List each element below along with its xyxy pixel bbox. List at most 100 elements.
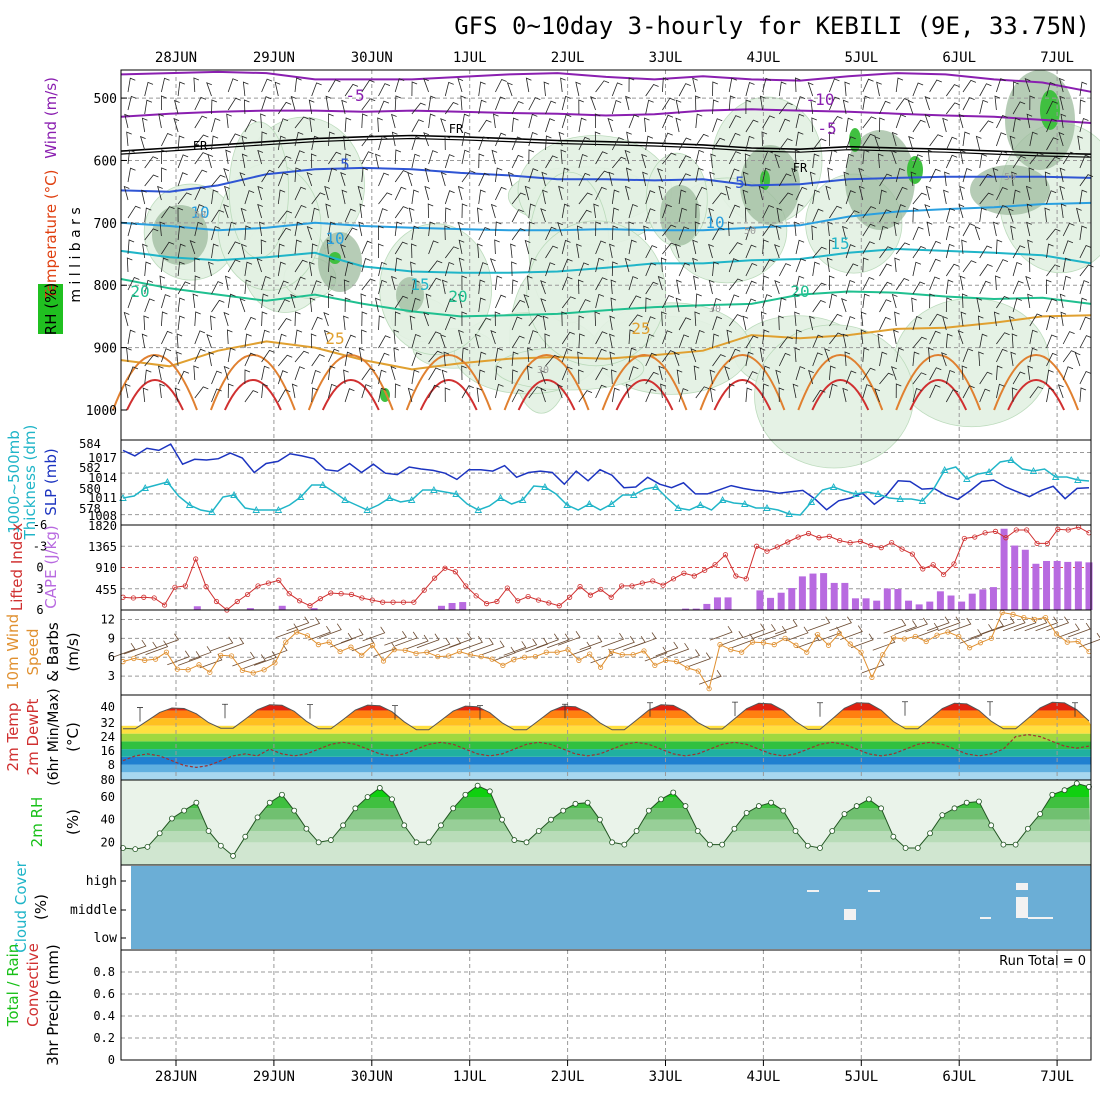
- wind-barb: [344, 153, 352, 169]
- wind-barb: [158, 113, 164, 129]
- wind-barb: [829, 313, 843, 327]
- wind-barb: [361, 79, 375, 93]
- wind-barb: [775, 225, 782, 241]
- contour-label: FR: [193, 139, 208, 153]
- wind-barb: [644, 117, 650, 133]
- li-point: [712, 562, 718, 568]
- wind-point: [597, 664, 604, 670]
- rh-point: [156, 830, 163, 837]
- wind-barb: [328, 348, 340, 363]
- wind-barb: [344, 334, 356, 349]
- wind-barb: [478, 172, 490, 187]
- wind-point: [1042, 614, 1049, 621]
- wind-barb: [428, 350, 443, 363]
- precip-frame: [120, 949, 1092, 1061]
- rh-blob: [379, 223, 493, 356]
- wind-barb: [144, 156, 159, 169]
- ylabel-millibars: m i l l i b a r s: [68, 207, 84, 302]
- wind-barb: [495, 221, 502, 237]
- wind-barb: [244, 333, 252, 349]
- wind-barb: [409, 315, 416, 331]
- wind-point: [673, 659, 680, 665]
- wind-barb: [493, 113, 499, 129]
- wind-barb: [545, 100, 557, 115]
- wind-barb: [1046, 156, 1061, 169]
- wind-barb: [428, 384, 440, 399]
- cape-bar: [756, 590, 764, 610]
- wind-barb: [394, 383, 401, 399]
- wind-barb: [361, 278, 376, 291]
- isotherm-35-arch: [615, 379, 674, 411]
- thickness-marker: [763, 504, 771, 511]
- wind-barb: [490, 203, 497, 219]
- cape-tick: 1365: [88, 540, 117, 554]
- wind-barb: [411, 243, 417, 259]
- surface-barb: [1068, 622, 1091, 638]
- wind-barb: [461, 275, 468, 291]
- precip-ticks: 0.80.60.40.20: [93, 965, 115, 1067]
- surface-barb: [785, 626, 809, 642]
- wind-barb: [611, 82, 623, 97]
- wind-barb: [561, 203, 570, 219]
- contour-label: 20: [790, 282, 809, 301]
- wind-barb: [845, 210, 860, 223]
- surface-barb: [384, 631, 407, 646]
- wind-barb: [340, 172, 346, 187]
- cloud-level-label: high: [86, 874, 117, 889]
- wind-point: [185, 667, 191, 673]
- wind-barb: [227, 293, 236, 309]
- wind-barb: [310, 153, 317, 169]
- wind-point: [608, 648, 615, 655]
- wind-barb: [862, 95, 871, 111]
- surface-barb: [286, 616, 310, 632]
- wind-barb: [311, 316, 323, 331]
- wind-barb: [461, 311, 468, 327]
- wind-barb: [277, 370, 288, 385]
- wind-barb: [141, 117, 148, 133]
- rh-point: [205, 828, 212, 834]
- wind-barb: [261, 131, 268, 147]
- li-point: [130, 595, 136, 601]
- thickness-marker: [274, 506, 283, 513]
- wind-barb: [558, 185, 564, 201]
- wind-point: [695, 668, 701, 674]
- wind-barb: [745, 335, 759, 349]
- wind-barb: [996, 383, 1005, 399]
- wind-barb: [344, 117, 352, 133]
- precip-tick: 0.4: [93, 1009, 115, 1023]
- wind-barb: [211, 99, 218, 115]
- wind-barb: [340, 244, 346, 259]
- wind-barb: [1057, 384, 1064, 399]
- wind-barb: [361, 113, 368, 129]
- rh-point: [486, 788, 493, 795]
- wind-barb: [244, 390, 259, 403]
- wind-barb: [341, 189, 348, 205]
- wind-barb: [693, 275, 699, 291]
- wind-barb: [594, 311, 601, 327]
- surface-barb: [362, 626, 386, 642]
- rh-point: [939, 812, 946, 819]
- li-point: [286, 591, 292, 597]
- rh-point: [340, 822, 347, 829]
- surface-barb: [981, 619, 1004, 635]
- wind-barb: [227, 221, 237, 237]
- wind-point: [370, 642, 376, 648]
- rh-point: [193, 799, 200, 806]
- thickness-marker: [607, 500, 616, 507]
- wind-barb: [628, 114, 640, 129]
- contour-label: -5: [817, 119, 836, 138]
- thickness-marker: [496, 494, 505, 501]
- rh-point: [217, 842, 224, 849]
- rh-point: [841, 811, 848, 817]
- wind-barb: [795, 258, 807, 273]
- wind-barb: [1046, 118, 1057, 133]
- wind-barb: [690, 348, 697, 363]
- wind-barb: [144, 207, 152, 223]
- rh-point: [474, 782, 481, 789]
- wind-barb: [239, 298, 246, 313]
- wind-barb: [328, 221, 336, 237]
- li-point: [1065, 527, 1071, 533]
- wind-barb: [979, 120, 994, 133]
- ylabel-celsius: (°C): [64, 722, 82, 752]
